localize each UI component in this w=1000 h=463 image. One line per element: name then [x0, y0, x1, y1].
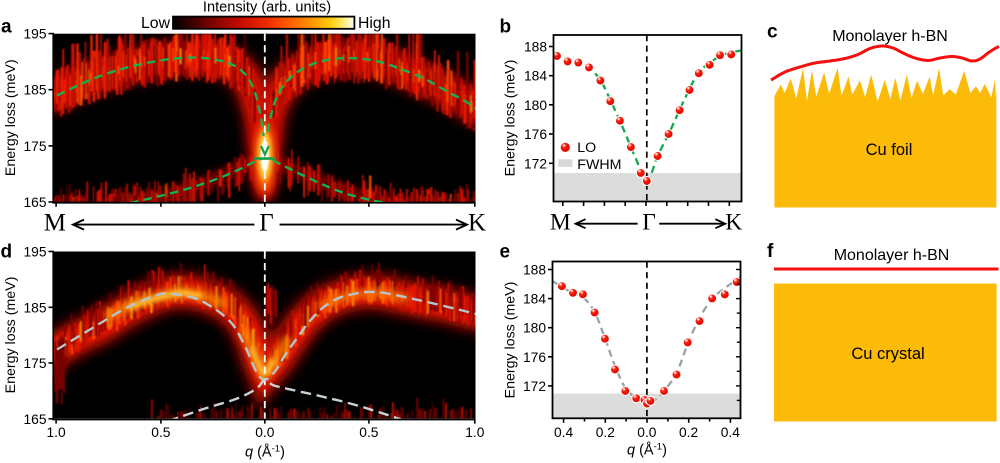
svg-text:K: K: [725, 210, 742, 236]
svg-text:165: 165: [23, 195, 46, 210]
svg-text:a: a: [1, 17, 12, 38]
svg-text:180: 180: [523, 321, 546, 336]
svg-text:c: c: [767, 22, 778, 43]
svg-text:185: 185: [23, 83, 46, 98]
svg-text:1.0: 1.0: [47, 425, 67, 440]
svg-text:176: 176: [523, 350, 546, 365]
svg-text:K: K: [468, 210, 486, 237]
svg-text:175: 175: [23, 139, 46, 154]
svg-text:d: d: [1, 242, 13, 263]
svg-text:Monolayer h-BN: Monolayer h-BN: [834, 247, 950, 264]
svg-text:Energy loss (meV): Energy loss (meV): [503, 282, 519, 399]
svg-text:176: 176: [524, 127, 547, 142]
svg-text:0.0: 0.0: [637, 425, 657, 440]
svg-text:Γ: Γ: [642, 210, 656, 236]
svg-text:0.5: 0.5: [151, 425, 171, 440]
svg-text:172: 172: [523, 379, 546, 394]
svg-text:Γ: Γ: [259, 210, 273, 237]
svg-text:0.2: 0.2: [679, 425, 698, 440]
svg-text:165: 165: [23, 412, 46, 427]
svg-text:0.0: 0.0: [255, 425, 275, 440]
svg-text:Energy loss (meV): Energy loss (meV): [3, 59, 19, 176]
svg-text:184: 184: [524, 69, 547, 84]
svg-text:195: 195: [23, 245, 46, 260]
svg-text:LO: LO: [577, 140, 596, 156]
svg-text:Energy loss (meV): Energy loss (meV): [503, 60, 519, 177]
svg-text:M: M: [550, 210, 571, 236]
svg-text:b: b: [500, 17, 512, 38]
svg-text:Monolayer h-BN: Monolayer h-BN: [832, 28, 948, 45]
svg-text:q (Å-1): q (Å-1): [245, 444, 285, 461]
svg-text:0.4: 0.4: [554, 425, 574, 440]
svg-text:185: 185: [23, 300, 46, 315]
svg-text:188: 188: [523, 263, 546, 278]
svg-text:q (Å-1): q (Å-1): [627, 442, 667, 459]
svg-text:e: e: [500, 242, 511, 263]
svg-text:Intensity (arb. units): Intensity (arb. units): [203, 0, 331, 16]
svg-text:188: 188: [524, 40, 547, 55]
svg-text:0.5: 0.5: [359, 425, 379, 440]
svg-text:High: High: [358, 15, 391, 32]
svg-text:f: f: [767, 241, 774, 262]
svg-text:0.2: 0.2: [596, 425, 615, 440]
svg-text:Low: Low: [141, 15, 171, 32]
svg-text:175: 175: [23, 356, 46, 371]
svg-text:172: 172: [524, 156, 547, 171]
svg-text:Energy loss (meV): Energy loss (meV): [3, 277, 19, 394]
svg-text:1.0: 1.0: [465, 425, 485, 440]
svg-text:M: M: [44, 210, 66, 237]
svg-text:Cu crystal: Cu crystal: [851, 345, 924, 363]
svg-text:0.4: 0.4: [721, 425, 741, 440]
svg-text:180: 180: [524, 98, 547, 113]
svg-text:Cu foil: Cu foil: [866, 141, 913, 159]
svg-text:FWHM: FWHM: [577, 157, 621, 173]
svg-text:195: 195: [23, 27, 46, 42]
svg-text:184: 184: [523, 292, 546, 307]
